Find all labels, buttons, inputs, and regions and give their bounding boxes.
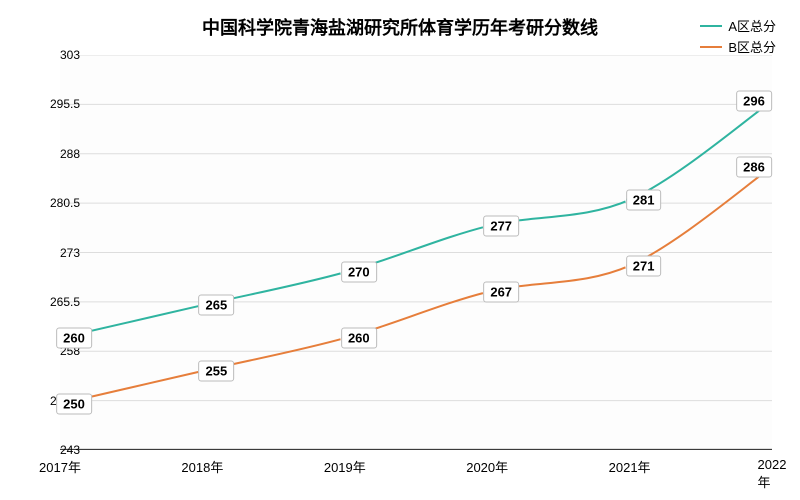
legend-swatch-a [700, 25, 722, 27]
data-label: 271 [626, 255, 662, 276]
y-tick-label: 280.5 [50, 196, 80, 210]
legend-item-a: A区总分 [700, 16, 776, 35]
x-tick-label: 2019年 [324, 457, 366, 476]
legend: A区总分 B区总分 [700, 16, 776, 58]
data-label: 277 [483, 216, 519, 237]
plot-svg [60, 55, 772, 450]
legend-swatch-b [700, 46, 722, 48]
y-tick-label: 265.5 [50, 295, 80, 309]
x-tick-label: 2021年 [609, 457, 651, 476]
y-tick-label: 303 [60, 48, 80, 62]
x-tick-label: 2020年 [466, 457, 508, 476]
data-label: 260 [341, 328, 377, 349]
legend-item-b: B区总分 [700, 37, 776, 56]
legend-label-b: B区总分 [728, 37, 776, 56]
plot-area [60, 55, 772, 450]
data-label: 265 [199, 295, 235, 316]
data-label: 270 [341, 262, 377, 283]
y-tick-label: 243 [60, 443, 80, 457]
y-tick-label: 273 [60, 246, 80, 260]
data-label: 281 [626, 189, 662, 210]
legend-label-a: A区总分 [728, 16, 776, 35]
data-label: 255 [199, 361, 235, 382]
y-tick-label: 288 [60, 147, 80, 161]
y-tick-label: 295.5 [50, 97, 80, 111]
chart-title: 中国科学院青海盐湖研究所体育学历年考研分数线 [0, 14, 800, 40]
x-tick-label: 2018年 [181, 457, 223, 476]
data-label: 250 [56, 393, 92, 414]
data-label: 286 [736, 156, 772, 177]
x-tick-label: 2017年 [39, 457, 81, 476]
x-tick-label: 2022年 [758, 457, 787, 491]
data-label: 260 [56, 328, 92, 349]
chart-container: 中国科学院青海盐湖研究所体育学历年考研分数线 A区总分 B区总分 243250.… [0, 0, 800, 500]
data-label: 296 [736, 91, 772, 112]
data-label: 267 [483, 282, 519, 303]
